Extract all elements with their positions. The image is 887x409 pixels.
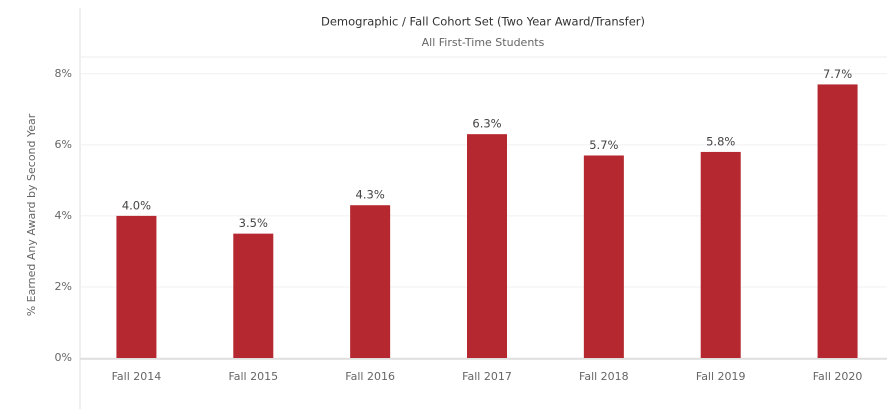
x-tick-label: Fall 2017 [462, 370, 512, 383]
x-tick-label: Fall 2015 [228, 370, 278, 383]
y-tick-label: 4% [55, 209, 72, 222]
x-tick-label: Fall 2020 [813, 370, 863, 383]
x-tick-label: Fall 2016 [345, 370, 395, 383]
data-label: 7.7% [823, 67, 852, 81]
x-tick-label: Fall 2014 [112, 370, 162, 383]
bar [583, 155, 624, 358]
y-tick-label: 2% [55, 280, 72, 293]
data-label: 3.5% [239, 216, 268, 230]
y-tick-label: 0% [55, 351, 72, 364]
chart-title: Demographic / Fall Cohort Set (Two Year … [321, 15, 645, 29]
chart-subtitle: All First-Time Students [422, 36, 545, 49]
data-label: 6.3% [472, 117, 501, 131]
y-axis-label: % Earned Any Award by Second Year [25, 113, 38, 316]
bar [116, 215, 157, 358]
data-label: 4.0% [122, 198, 151, 212]
bar [817, 84, 858, 359]
bar [467, 134, 507, 358]
data-label: 4.3% [356, 188, 385, 202]
bar [350, 205, 391, 358]
x-tick-label: Fall 2018 [579, 370, 629, 383]
bar [233, 233, 274, 358]
bar [700, 151, 741, 358]
y-tick-label: 6% [55, 138, 72, 151]
data-label: 5.7% [589, 138, 618, 152]
data-label: 5.8% [706, 134, 735, 148]
y-tick-label: 8% [55, 67, 72, 80]
x-tick-label: Fall 2019 [696, 370, 746, 383]
